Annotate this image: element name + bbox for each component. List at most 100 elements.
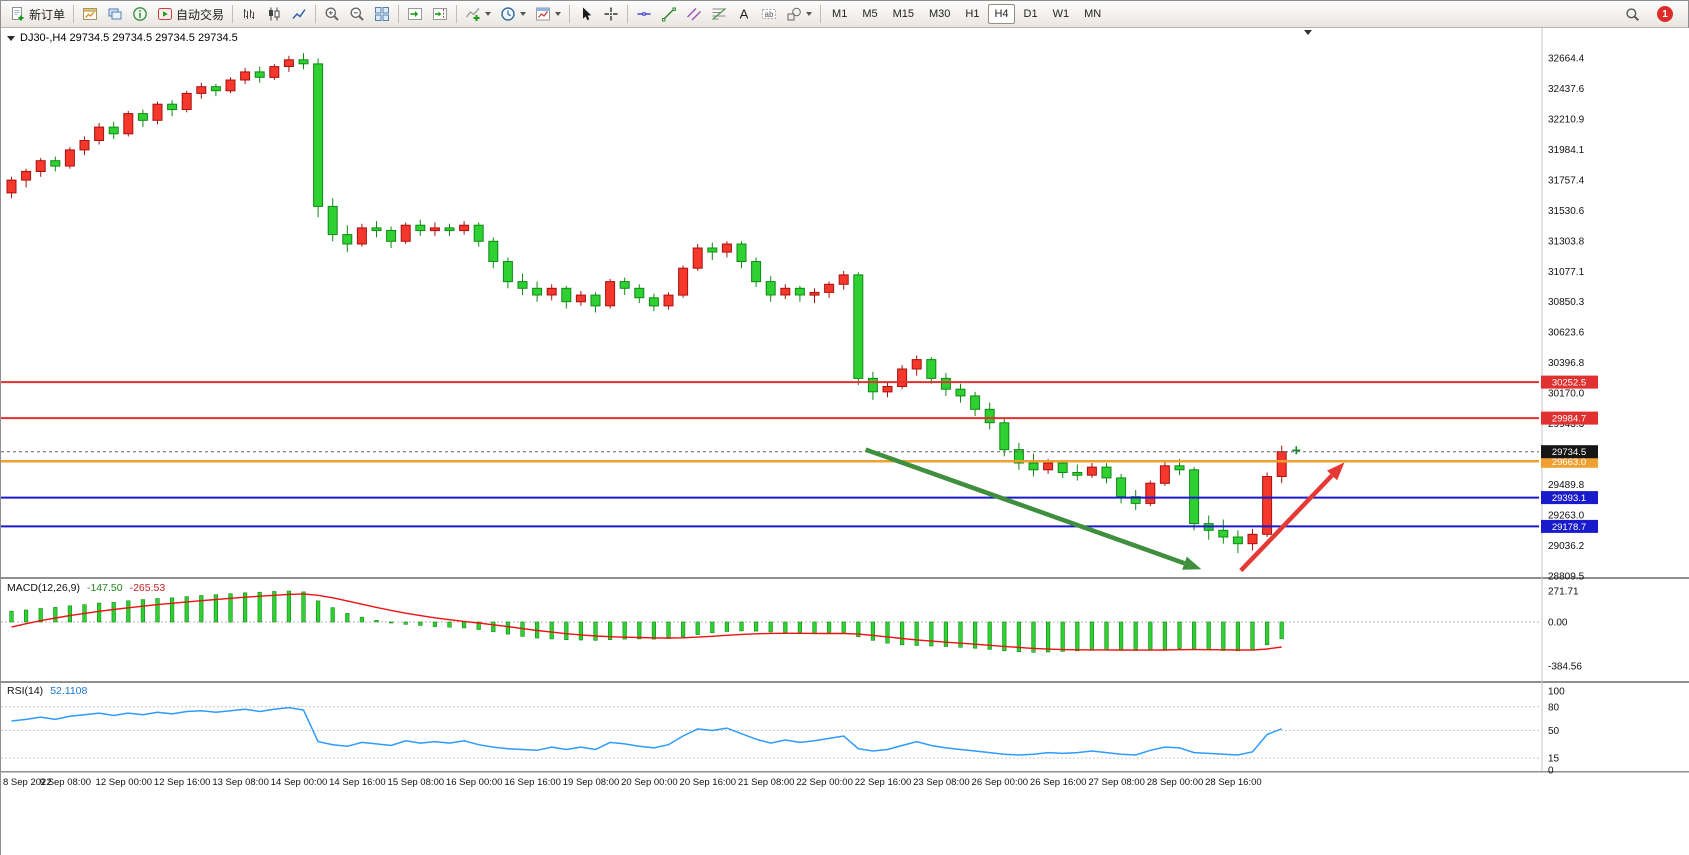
- resistance-line-2-badge: 29984.7: [1541, 411, 1598, 425]
- timeframe-m15[interactable]: M15: [892, 8, 914, 20]
- dropdown-caret-icon: [555, 12, 562, 16]
- svg-text:32210.9: 32210.9: [1548, 114, 1585, 125]
- auto-scroll-icon: [407, 6, 423, 22]
- svg-text:16 Sep 16:00: 16 Sep 16:00: [504, 777, 561, 788]
- panel-separator[interactable]: [1, 681, 1689, 683]
- svg-text:19 Sep 08:00: 19 Sep 08:00: [563, 777, 620, 788]
- downtrend-arrow[interactable]: [864, 447, 1202, 570]
- notification-badge[interactable]: 1: [1657, 6, 1673, 22]
- tile-windows-button[interactable]: [370, 3, 394, 25]
- timeframe-m1[interactable]: M1: [832, 8, 848, 20]
- support-line-1-badge: 29393.1: [1541, 491, 1598, 505]
- dropdown-caret-icon: [485, 12, 492, 16]
- channel-button[interactable]: [682, 3, 706, 25]
- timeframe-mn[interactable]: MN: [1084, 8, 1102, 20]
- svg-text:15: 15: [1548, 754, 1560, 765]
- panel-separator[interactable]: [1, 577, 1689, 579]
- fibonacci-button[interactable]: [707, 3, 731, 25]
- chart-header: DJ30-,H4 29734.5 29734.5 29734.5 29734.5: [7, 32, 238, 44]
- price-axis-labels[interactable]: 32664.4 32437.6 32210.9 31984.1 31757.4 31530…: [1548, 53, 1585, 582]
- new-chart-icon: [82, 6, 98, 22]
- price-marker-cross: [1292, 446, 1301, 455]
- auto-trading-icon: [157, 6, 173, 22]
- search-icon: [1625, 7, 1640, 22]
- bar-chart-button[interactable]: [237, 3, 261, 25]
- svg-text:271.71: 271.71: [1548, 587, 1579, 598]
- svg-text:0.00: 0.00: [1548, 618, 1568, 629]
- candle-chart-button[interactable]: [262, 3, 286, 25]
- auto-scroll-button[interactable]: [403, 3, 427, 25]
- new-order-button[interactable]: 新订单: [6, 3, 69, 25]
- toolbar-separator: [627, 5, 629, 23]
- data-window-button[interactable]: [128, 3, 152, 25]
- toolbar-separator: [569, 5, 571, 23]
- periods-button[interactable]: [496, 3, 530, 25]
- rsi-label: RSI(14) 52.1108: [7, 685, 87, 697]
- line-chart-button[interactable]: [287, 3, 311, 25]
- timeframe-h4[interactable]: H4: [988, 4, 1015, 24]
- zoom-in-button[interactable]: [320, 3, 344, 25]
- clock-icon: [500, 6, 516, 22]
- svg-text:30623.6: 30623.6: [1548, 328, 1585, 339]
- cursor-icon: [578, 6, 594, 22]
- trendline-icon: [661, 6, 677, 22]
- svg-text:29734.5: 29734.5: [1552, 447, 1586, 458]
- profiles-button[interactable]: [103, 3, 127, 25]
- svg-text:15 Sep 08:00: 15 Sep 08:00: [388, 777, 445, 788]
- toolbar-separator: [315, 5, 317, 23]
- search-button[interactable]: [1620, 3, 1644, 25]
- svg-text:9 Sep 08:00: 9 Sep 08:00: [40, 777, 91, 788]
- rsi-axis-labels: 100 80 50 150: [1548, 687, 1565, 777]
- svg-text:30170.0: 30170.0: [1548, 389, 1585, 400]
- svg-text:26 Sep 16:00: 26 Sep 16:00: [1030, 777, 1087, 788]
- label-button[interactable]: ab: [757, 3, 781, 25]
- svg-text:31984.1: 31984.1: [1548, 145, 1585, 156]
- auto-trading-button[interactable]: 自动交易: [153, 3, 228, 25]
- chart-shift-button[interactable]: [428, 3, 452, 25]
- rsi-line: [11, 706, 1282, 756]
- shapes-button[interactable]: [782, 3, 816, 25]
- cursor-button[interactable]: [574, 3, 598, 25]
- templates-button[interactable]: [531, 3, 565, 25]
- data-window-icon: [132, 6, 148, 22]
- chart-title: DJ30-,H4 29734.5 29734.5 29734.5 29734.5: [20, 32, 238, 44]
- new-chart-button[interactable]: [78, 3, 102, 25]
- svg-text:14 Sep 00:00: 14 Sep 00:00: [271, 777, 328, 788]
- svg-text:8 Sep 2022: 8 Sep 2022: [3, 777, 52, 788]
- text-icon: A: [736, 6, 752, 22]
- timeframe-d1[interactable]: D1: [1023, 8, 1038, 20]
- svg-text:28 Sep 00:00: 28 Sep 00:00: [1147, 777, 1204, 788]
- zoom-out-button[interactable]: [345, 3, 369, 25]
- svg-text:A: A: [740, 7, 749, 22]
- toolbar-separator: [232, 5, 234, 23]
- trendline-button[interactable]: [657, 3, 681, 25]
- new-order-icon: [10, 6, 26, 22]
- svg-text:ab: ab: [765, 10, 774, 19]
- toolbar-separator: [398, 5, 400, 23]
- hline-button[interactable]: [632, 3, 656, 25]
- svg-text:30252.5: 30252.5: [1552, 378, 1586, 389]
- svg-text:27 Sep 08:00: 27 Sep 08:00: [1088, 777, 1145, 788]
- svg-text:29489.8: 29489.8: [1548, 480, 1585, 491]
- uptrend-arrow[interactable]: [1239, 462, 1345, 573]
- dropdown-caret-icon: [520, 12, 527, 16]
- crosshair-button[interactable]: [599, 3, 623, 25]
- indicators-button[interactable]: [461, 3, 495, 25]
- svg-text:22 Sep 00:00: 22 Sep 00:00: [796, 777, 853, 788]
- timeframe-h1[interactable]: H1: [965, 8, 980, 20]
- timeframe-m5[interactable]: M5: [862, 8, 878, 20]
- chart-marker-icon[interactable]: [1304, 30, 1312, 35]
- price-chart[interactable]: 32664.4 32437.6 32210.9 31984.1 31757.4 31530…: [1, 28, 1689, 855]
- symbol-dropdown-icon[interactable]: [7, 35, 15, 41]
- svg-text:29036.2: 29036.2: [1548, 541, 1585, 552]
- text-button[interactable]: A: [732, 3, 756, 25]
- svg-text:28 Sep 16:00: 28 Sep 16:00: [1205, 777, 1262, 788]
- timeframe-w1[interactable]: W1: [1052, 8, 1070, 20]
- timeframe-m30[interactable]: M30: [929, 8, 951, 20]
- macd-signal-value: -265.53: [129, 582, 166, 594]
- svg-text:80: 80: [1548, 702, 1560, 713]
- toolbar-separator: [820, 5, 822, 23]
